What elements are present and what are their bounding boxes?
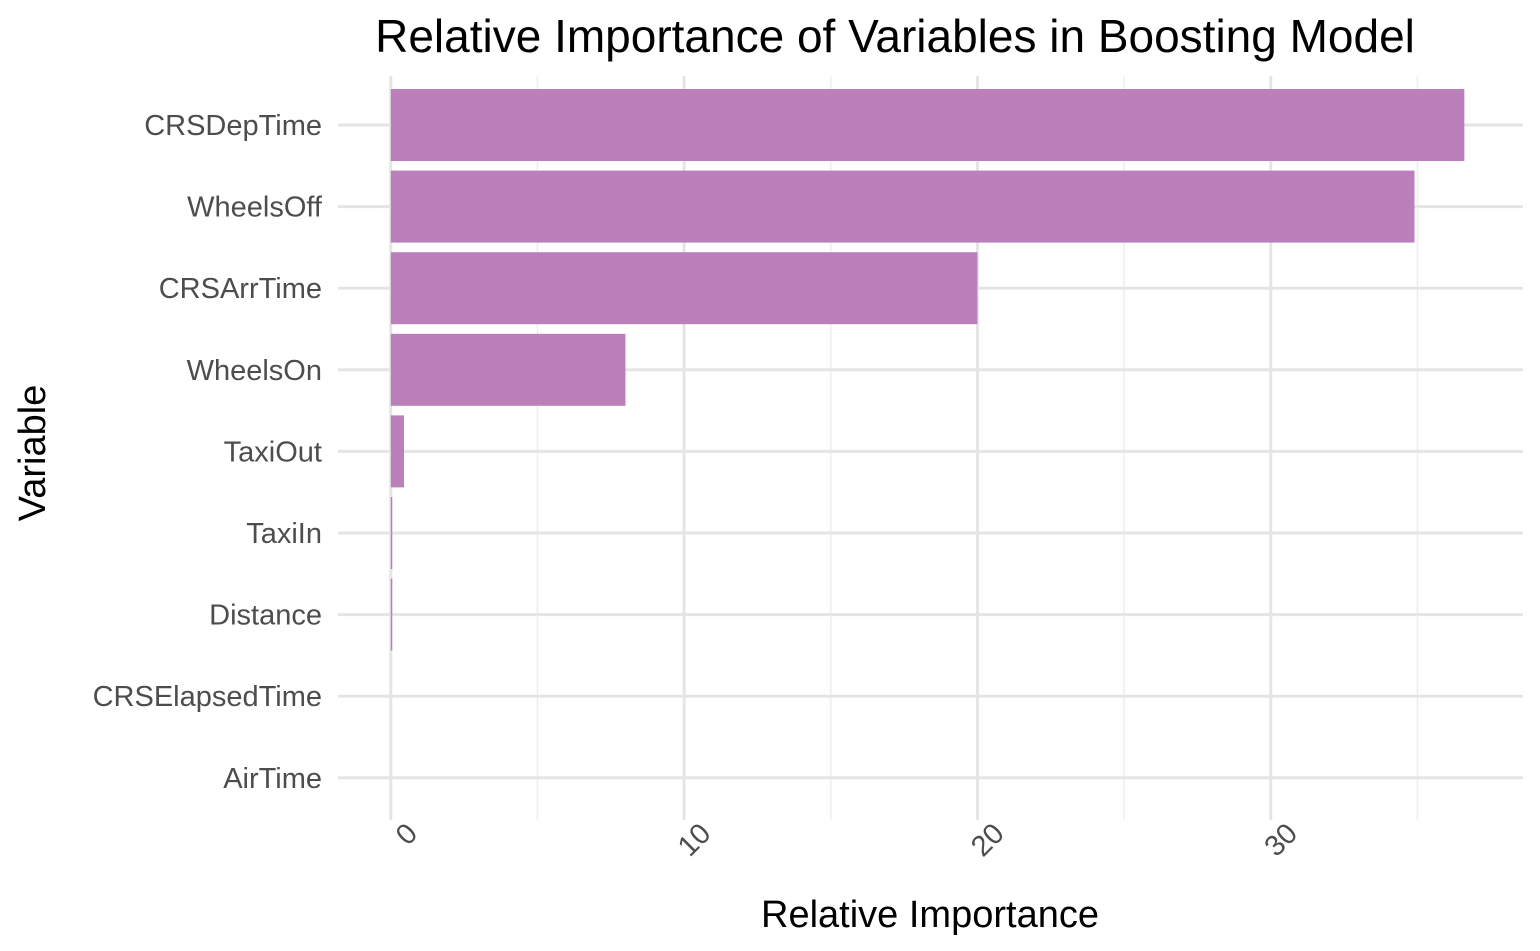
y-tick-label: AirTime: [223, 763, 322, 795]
y-tick-label: TaxiOut: [224, 436, 322, 468]
x-axis-title: Relative Importance: [761, 894, 1099, 936]
bars: [390, 89, 1465, 651]
x-axis-tick-labels: 0 10 20 30: [390, 817, 1304, 862]
y-axis-tick-labels: CRSDepTime WheelsOff CRSArrTime WheelsOn Tax…: [93, 110, 323, 795]
bar-WheelsOn: [390, 333, 626, 406]
chart-title: Relative Importance of Variables in Boos…: [375, 10, 1415, 62]
bar-CRSDepTime: [390, 89, 1465, 161]
y-tick-label: CRSElapsedTime: [93, 681, 322, 713]
y-tick-label: CRSDepTime: [144, 110, 322, 142]
bar-TaxiOut: [390, 415, 404, 488]
bar-Distance: [390, 578, 393, 651]
x-tick-label: 30: [1259, 817, 1304, 862]
y-tick-label: WheelsOn: [187, 355, 322, 387]
bar-WheelsOff: [390, 170, 1415, 243]
y-tick-label: TaxiIn: [246, 518, 322, 550]
x-tick-label: 0: [390, 817, 424, 851]
y-tick-label: CRSArrTime: [159, 273, 322, 305]
y-tick-label: WheelsOff: [187, 192, 323, 224]
bar-TaxiIn: [390, 497, 393, 569]
x-tick-label: 20: [965, 817, 1010, 862]
y-axis-title: Variable: [12, 385, 54, 522]
bar-CRSArrTime: [390, 252, 978, 325]
y-tick-label: Distance: [209, 600, 322, 632]
x-tick-label: 10: [672, 817, 717, 862]
